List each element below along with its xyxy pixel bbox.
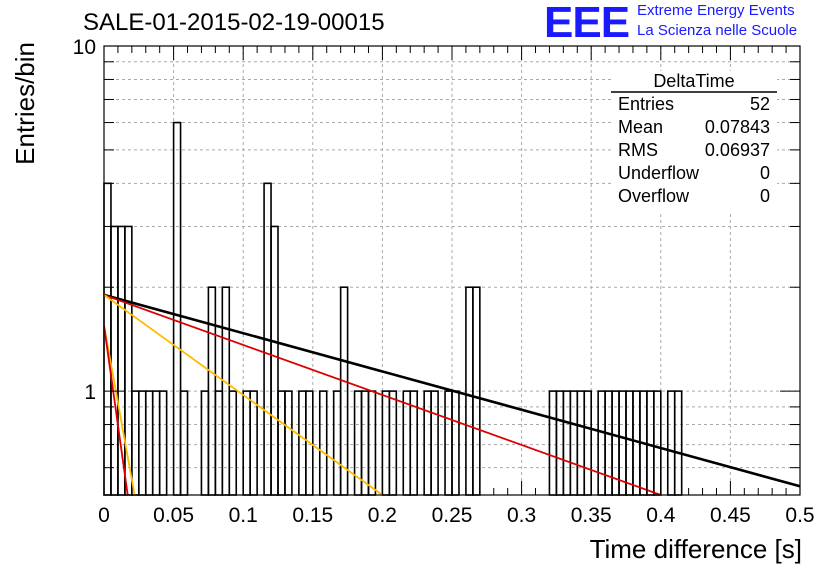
x-tick-label: 0.5 <box>785 504 814 527</box>
histogram-bin <box>110 225 119 496</box>
stats-row-label: Underflow <box>618 163 700 183</box>
stats-row-value: 0 <box>760 163 770 183</box>
stats-row-label: Entries <box>618 94 674 114</box>
stats-row-value: 0.07843 <box>705 117 770 137</box>
x-tick-label: 0.15 <box>292 504 333 527</box>
logo-line-1: Extreme Energy Events <box>637 2 795 19</box>
plot-title: SALE-01-2015-02-19-00015 <box>83 9 385 36</box>
x-tick-label: 0 <box>98 504 110 527</box>
x-tick-label: 0.05 <box>153 504 194 527</box>
histogram-bin <box>270 225 279 496</box>
histogram-bars <box>103 121 683 496</box>
y-tick-labels: 1 10 <box>73 36 96 404</box>
fit-curve <box>103 294 662 496</box>
fit-curve <box>103 293 801 488</box>
x-tick-labels: 0 0.05 0.1 0.15 0.2 0.25 0.3 0.35 0.4 0.45 0.5 <box>98 504 814 527</box>
stats-row-label: Overflow <box>618 186 690 206</box>
x-tick-label: 0.35 <box>571 504 612 527</box>
stats-row-value: 0 <box>760 186 770 206</box>
x-tick-label: 0.25 <box>432 504 473 527</box>
stats-row-label: Mean <box>618 117 663 137</box>
logo-line-2: La Scienza nelle Scuole <box>637 22 798 39</box>
x-tick-label: 0.45 <box>710 504 751 527</box>
axis-ticks <box>103 45 801 496</box>
stats-row-value: 52 <box>750 94 770 114</box>
fit-curve <box>103 294 383 496</box>
x-tick-label: 0.2 <box>368 504 397 527</box>
y-tick-label: 1 <box>84 381 96 404</box>
stats-box-title: DeltaTime <box>653 71 734 91</box>
fit-curve <box>103 325 129 496</box>
x-tick-label: 0.3 <box>507 504 536 527</box>
x-axis-label: Time difference [s] <box>590 534 802 564</box>
x-tick-label: 0.4 <box>646 504 676 527</box>
logo-mark: EEE <box>544 0 630 47</box>
stats-box: DeltaTime Entries 52 Mean 0.07843 RMS 0.06937… <box>611 71 777 211</box>
y-axis-label: Entries/bin <box>10 42 40 165</box>
histogram-bin <box>172 121 182 496</box>
stats-row-label: RMS <box>618 140 658 160</box>
eee-logo: EEE Extreme Energy Events La Scienza nel… <box>544 0 834 48</box>
fit-curves <box>103 293 801 496</box>
stats-row-value: 0.06937 <box>705 140 770 160</box>
fit-curve <box>103 325 136 496</box>
x-tick-label: 0.1 <box>229 504 258 527</box>
y-tick-label: 10 <box>73 36 96 59</box>
histogram-bin <box>124 225 133 496</box>
